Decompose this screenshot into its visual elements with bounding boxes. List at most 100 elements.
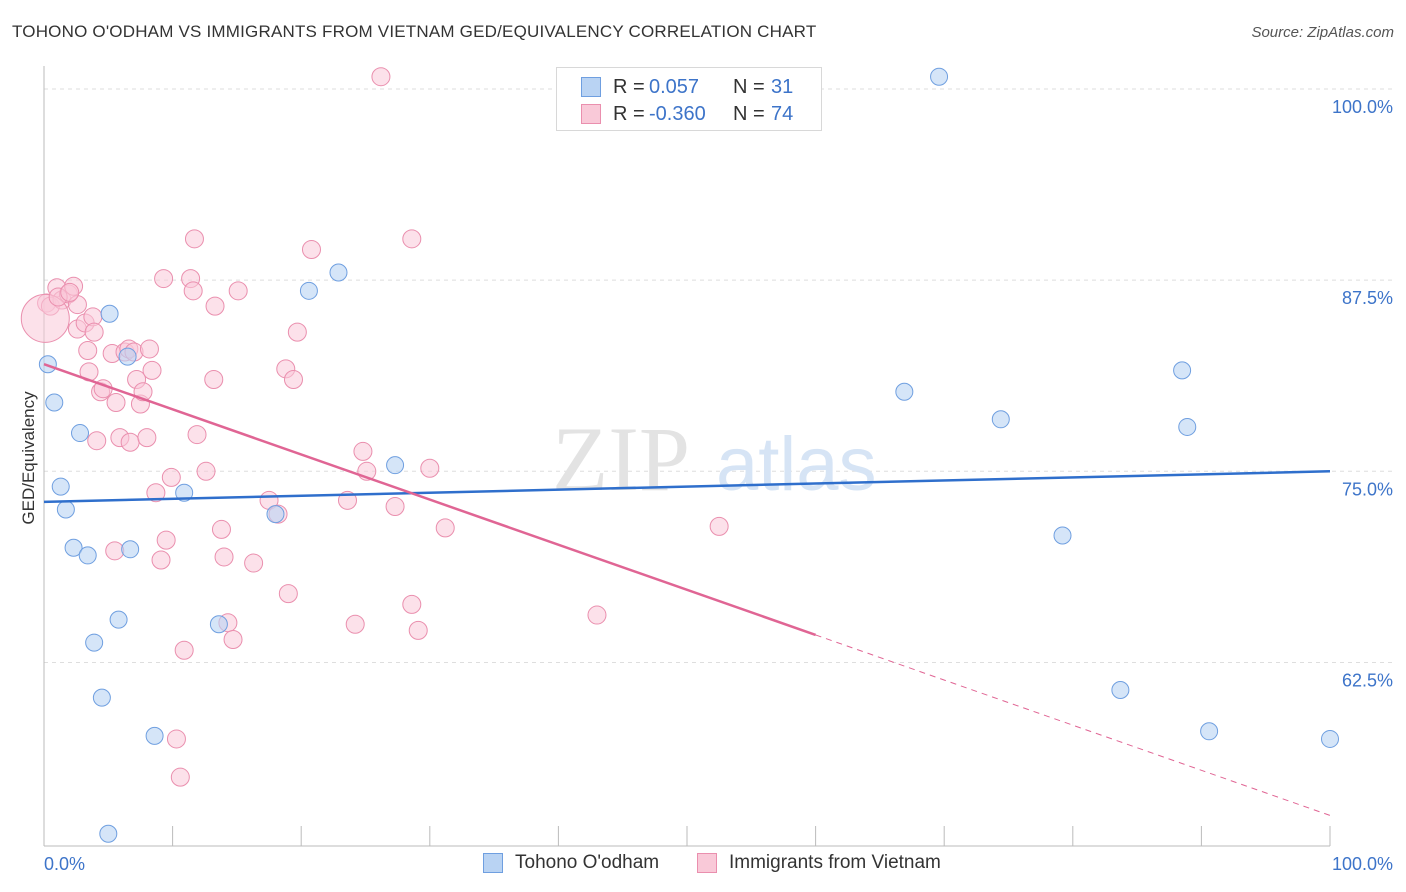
trend-lines: [43, 363, 1331, 816]
legend-item-vietnam[interactable]: Immigrants from Vietnam: [697, 852, 941, 874]
legend-n-value: 31: [771, 75, 794, 98]
data-point-vietnam: [205, 296, 225, 316]
data-point-vietnam: [60, 282, 80, 302]
data-point-vietnam: [353, 441, 373, 461]
data-point-vietnam: [170, 767, 190, 787]
data-point-vietnam: [166, 729, 186, 749]
data-point-vietnam: [146, 483, 166, 503]
data-point-vietnam: [187, 425, 207, 445]
legend-row-vietnam: R = -0.360 N = 74: [581, 102, 793, 126]
data-point-vietnam: [84, 322, 104, 342]
data-point-tohono: [895, 382, 914, 401]
data-point-vietnam: [278, 584, 298, 604]
data-point-vietnam: [87, 431, 107, 451]
y-tick-label: 75.0%: [1342, 479, 1393, 499]
axes: [43, 66, 1331, 847]
data-point-tohono: [45, 393, 64, 412]
legend-r-label: R =: [613, 75, 645, 98]
watermark-atlas: atlas: [716, 422, 877, 507]
data-point-vietnam: [435, 518, 455, 538]
data-point-tohono: [71, 424, 90, 443]
series-legend: Tohono O'odham Immigrants from Vietnam: [0, 852, 1406, 876]
data-point-tohono: [1200, 722, 1219, 741]
stats-legend: R = 0.057 N = 31 R = -0.360 N = 74: [556, 67, 822, 131]
data-point-vietnam: [151, 550, 171, 570]
data-point-vietnam: [139, 339, 159, 359]
data-point-vietnam: [301, 240, 321, 260]
data-point-vietnam: [184, 229, 204, 249]
data-point-vietnam: [287, 322, 307, 342]
data-point-tohono: [100, 304, 119, 323]
data-point-tohono: [109, 610, 128, 629]
data-point-vietnam: [283, 370, 303, 390]
data-point-vietnam: [408, 620, 428, 640]
trend-line-vietnam: [43, 363, 817, 637]
legend-row-tohono: R = 0.057 N = 31: [581, 75, 793, 99]
data-point-vietnam: [142, 360, 162, 380]
data-point-tohono: [1178, 417, 1197, 436]
data-point-vietnam: [345, 614, 365, 634]
y-tick-label: 87.5%: [1342, 288, 1393, 308]
data-point-vietnam: [105, 541, 125, 561]
data-point-tohono: [118, 347, 137, 366]
y-tick-labels: 100.0% 87.5% 75.0% 62.5%: [1332, 97, 1393, 691]
data-point-tohono: [92, 688, 111, 707]
data-point-tohono: [209, 615, 228, 634]
data-point-tohono: [78, 546, 97, 565]
legend-swatch-blue: [581, 77, 601, 97]
data-point-tohono: [329, 263, 348, 282]
data-point-vietnam: [214, 547, 234, 567]
data-point-tohono: [1111, 681, 1130, 699]
x-tick-label-min: 0.0%: [44, 854, 85, 874]
data-point-tohono: [266, 505, 285, 524]
trend-line-tohono: [43, 470, 1331, 504]
data-point-tohono: [145, 726, 164, 745]
data-point-vietnam: [154, 269, 174, 289]
legend-item-label: Immigrants from Vietnam: [729, 852, 941, 873]
y-tick-label: 100.0%: [1332, 97, 1393, 117]
legend-swatch-pink: [697, 853, 717, 873]
data-point-vietnam: [223, 630, 243, 650]
data-point-tohono: [175, 483, 194, 502]
legend-n-label: N =: [733, 75, 765, 98]
data-point-vietnam: [211, 519, 231, 539]
data-point-vietnam: [420, 458, 440, 478]
y-tick-label: 62.5%: [1342, 670, 1393, 690]
data-point-tohono: [299, 281, 318, 300]
data-point-vietnam: [137, 428, 157, 448]
data-point-vietnam: [120, 432, 140, 452]
data-point-tohono: [85, 633, 104, 652]
data-point-tohono: [930, 67, 949, 86]
source-credit: Source: ZipAtlas.com: [1251, 24, 1394, 41]
chart-title: TOHONO O'ODHAM VS IMMIGRANTS FROM VIETNA…: [12, 22, 817, 41]
data-point-vietnam: [161, 467, 181, 487]
data-point-tohono: [56, 500, 75, 519]
data-point-vietnam: [156, 530, 176, 550]
data-point-vietnam: [244, 553, 264, 573]
legend-item-label: Tohono O'odham: [515, 852, 660, 873]
x-tick-label-max: 100.0%: [1332, 854, 1393, 874]
data-point-vietnam: [228, 281, 248, 301]
gridlines: [44, 88, 1394, 663]
data-point-tohono: [991, 410, 1010, 429]
x-tick-labels: 0.0% 100.0%: [44, 854, 1393, 874]
legend-item-tohono[interactable]: Tohono O'odham: [483, 852, 659, 874]
legend-swatch-blue: [483, 853, 503, 873]
data-point-vietnam: [204, 370, 224, 390]
legend-swatch-pink: [581, 104, 601, 124]
watermark: ZIP atlas: [552, 408, 877, 510]
data-point-vietnam: [183, 281, 203, 301]
data-point-vietnam: [709, 516, 729, 536]
data-point-vietnam: [174, 640, 194, 660]
data-point-tohono: [38, 355, 57, 374]
legend-n-label: N =: [733, 102, 765, 125]
trend-line-vietnam-extrapolated: [815, 634, 1331, 816]
legend-r-value: 0.057: [649, 75, 700, 98]
data-point-tohono: [99, 824, 118, 843]
data-point-tohono: [1321, 729, 1339, 748]
series-immigrants-vietnam: [20, 67, 729, 787]
legend-r-label: R =: [613, 102, 645, 125]
data-point-vietnam: [371, 67, 391, 87]
data-point-vietnam: [402, 594, 422, 614]
